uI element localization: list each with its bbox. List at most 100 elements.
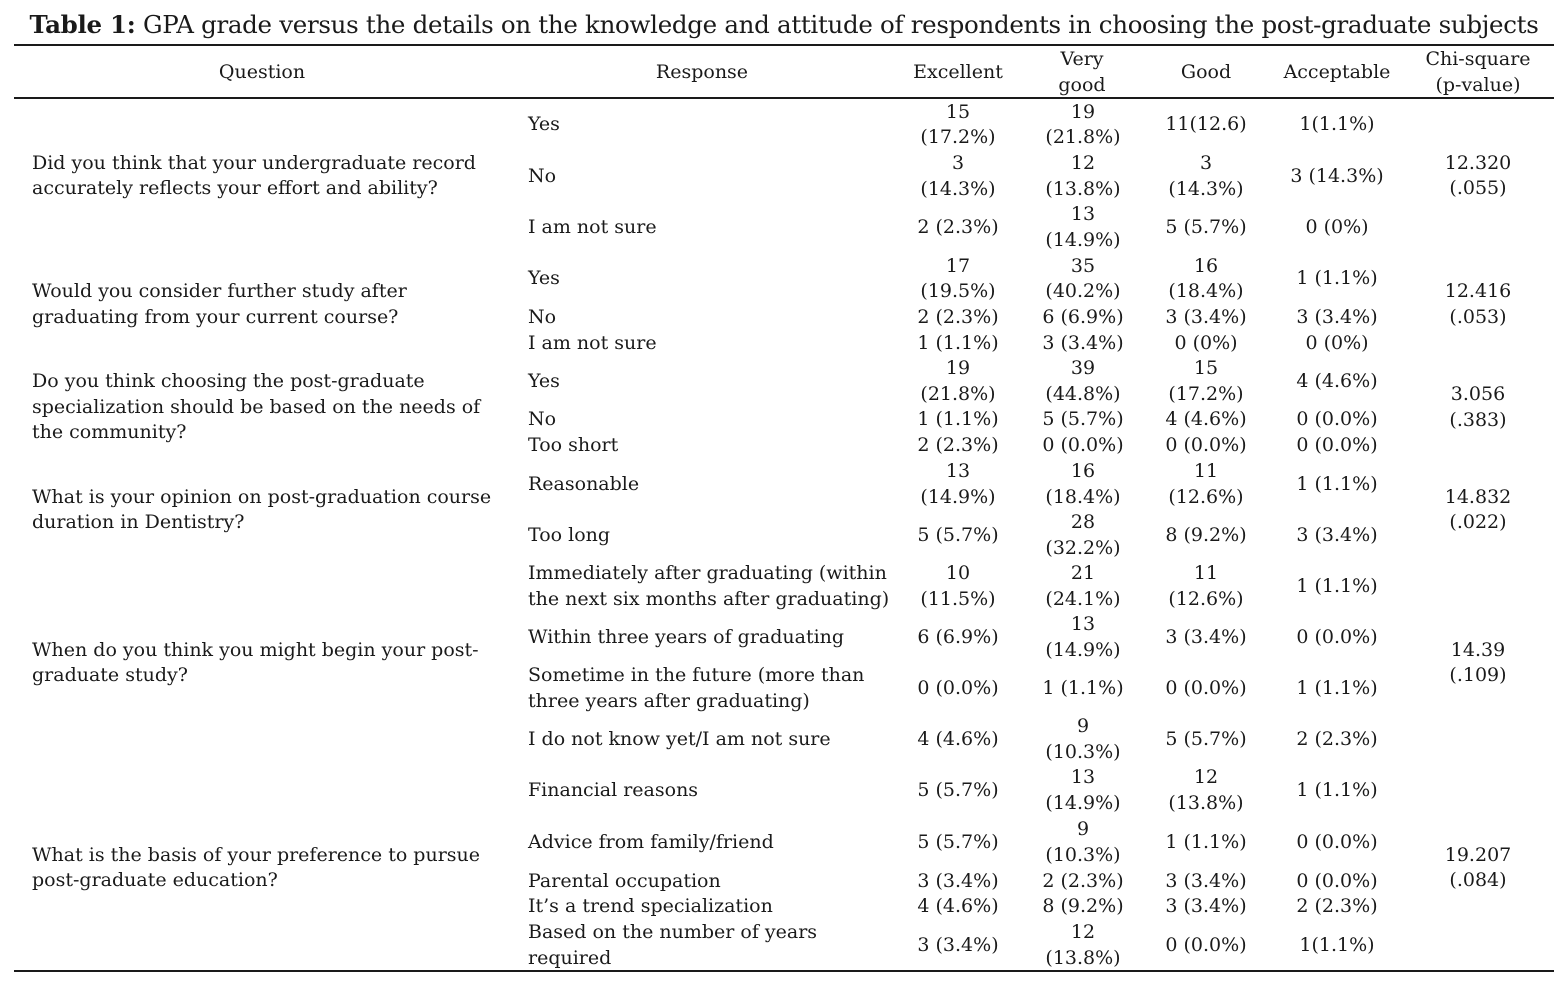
chi-square-cell-line: (.022) [1449,511,1507,533]
good-cell-line: 1 (1.1%) [1165,830,1247,853]
excellent-cell: 0 (0.0%) [917,676,998,702]
very-good-cell-line: 21 [1070,562,1096,584]
question-cell-line: What is the basis of your preference to … [32,843,481,866]
very-good-cell: 13 (14.9%) [1045,202,1120,253]
acceptable-cell-line: 3 (3.4%) [1296,523,1378,546]
header-response: Response [655,61,749,83]
excellent-cell-line: 2 (2.3%) [917,215,999,238]
excellent-cell: 5 (5.7%) [917,523,998,549]
acceptable-cell-line: 0 (0.0%) [1296,408,1378,431]
acceptable-cell-line: 1(1.1%) [1299,113,1375,136]
good-cell: 1 (1.1%) [1165,830,1246,856]
good-cell: 11 (12.6%) [1168,561,1243,612]
chi-square-cell: 3.056 (.383) [1449,382,1506,433]
chi-square-cell: 12.416 (.053) [1445,279,1511,330]
acceptable-cell: 1(1.1%) [1299,112,1374,138]
question-cell-line: Did you think that your undergraduate re… [32,151,476,174]
good-cell: 0 (0.0%) [1165,933,1246,959]
acceptable-cell-line: 0 (0.0%) [1296,830,1378,853]
header-good: Good [1180,61,1232,83]
good-cell: 12 (13.8%) [1168,765,1243,816]
very-good-cell: 19 (21.8%) [1045,100,1120,151]
excellent-cell-line: 5 (5.7%) [917,830,999,853]
very-good-cell-line: 39 [1070,357,1096,379]
response-cell-line: Yes [528,113,560,136]
question-cell-line: duration in Dentistry? [32,511,245,533]
response-cell-line: I am not sure [528,215,657,238]
excellent-cell-line: 3 (3.4%) [917,933,999,956]
good-cell: 0 (0.0%) [1165,676,1246,702]
good-cell: 3 (3.4%) [1165,894,1246,920]
excellent-cell-line: 4 (4.6%) [917,727,999,750]
excellent-cell-line: (11.5%) [920,587,996,610]
acceptable-cell-line: 4 (4.6%) [1296,369,1378,392]
response-cell: Advice from family/friend [528,830,774,856]
very-good-cell-line: 5 (5.7%) [1042,408,1124,431]
very-good-cell-line: (10.3%) [1045,843,1121,866]
excellent-cell: 2 (2.3%) [917,215,998,241]
very-good-cell: 39 (44.8%) [1045,356,1120,407]
excellent-cell: 4 (4.6%) [917,894,998,920]
chi-square-cell-line: 14.832 [1444,485,1512,508]
acceptable-cell-line: 2 (2.3%) [1296,895,1378,918]
response-cell-line: Yes [528,369,560,392]
excellent-cell: 17 (19.5%) [920,254,995,305]
good-cell: 3 (3.4%) [1165,305,1246,331]
excellent-cell-line: 3 [951,152,965,174]
excellent-cell: 3 (3.4%) [917,933,998,959]
good-cell: 3 (3.4%) [1165,625,1246,651]
chi-square-cell-line: (.055) [1449,177,1507,199]
acceptable-cell-line: 3 (3.4%) [1296,306,1378,329]
excellent-cell: 4 (4.6%) [917,727,998,753]
very-good-cell-line: (40.2%) [1045,280,1121,302]
very-good-cell-line: 13 [1070,766,1096,788]
excellent-cell-line: 0 (0.0%) [917,676,999,699]
very-good-cell-line: (21.8%) [1045,126,1121,148]
acceptable-cell: 1(1.1%) [1299,933,1374,959]
response-cell-line: Within three years of graduating [528,625,845,648]
question-cell: What is your opinion on post-graduation … [32,485,491,536]
response-cell: No [528,407,556,433]
excellent-cell-line: 6 (6.9%) [917,625,999,648]
good-cell: 4 (4.6%) [1165,407,1246,433]
acceptable-cell-line: 1 (1.1%) [1296,472,1378,495]
chi-square-cell-line: 14.39 [1450,638,1506,661]
question-cell-line: the community? [32,421,187,444]
very-good-cell: 3 (3.4%) [1042,331,1123,357]
good-cell-line: 3 (3.4%) [1165,306,1247,329]
table-caption: Table 1: GPA grade versus the details on… [0,10,1560,39]
acceptable-cell: 0 (0.0%) [1296,869,1377,895]
response-cell-line: I do not know yet/I am not sure [528,727,831,750]
very-good-cell: 2 (2.3%) [1042,869,1123,895]
good-cell-line: (12.6%) [1168,485,1244,508]
very-good-cell: 21 (24.1%) [1045,561,1120,612]
excellent-cell: 19 (21.8%) [920,356,995,407]
acceptable-cell: 4 (4.6%) [1296,369,1377,395]
chi-square-cell: 12.320 (.055) [1445,151,1511,202]
chi-square-cell-line: (.084) [1449,869,1507,891]
very-good-cell-line: 16 [1070,460,1096,482]
header-very-good-line1: Very [1060,48,1104,70]
good-cell: 5 (5.7%) [1165,215,1246,241]
acceptable-cell-line: 1 (1.1%) [1296,676,1378,699]
good-cell-line: 15 [1193,357,1219,379]
response-cell: I do not know yet/I am not sure [528,727,831,753]
acceptable-cell: 0 (0%) [1305,215,1368,241]
acceptable-cell: 3 (3.4%) [1296,305,1377,331]
acceptable-cell-line: 1 (1.1%) [1296,574,1378,597]
chi-square-cell-line: 12.320 [1444,151,1512,174]
acceptable-cell-line: 2 (2.3%) [1296,727,1378,750]
question-cell: When do you think you might begin your p… [32,638,479,689]
good-cell: 16 (18.4%) [1168,254,1243,305]
header-chi-line1: Chi-square [1425,48,1531,70]
response-cell: Yes [528,112,560,138]
acceptable-cell-line: 1(1.1%) [1299,933,1375,956]
excellent-cell: 3 (14.3%) [920,151,995,202]
good-cell-line: 3 (3.4%) [1165,895,1247,918]
excellent-cell: 2 (2.3%) [917,305,998,331]
very-good-cell-line: (10.3%) [1045,740,1121,763]
good-cell-line: 4 (4.6%) [1165,408,1247,431]
response-cell: Too short [528,433,618,459]
very-good-cell: 28 (32.2%) [1045,510,1120,561]
header-very-good-line2: good [1058,73,1106,96]
